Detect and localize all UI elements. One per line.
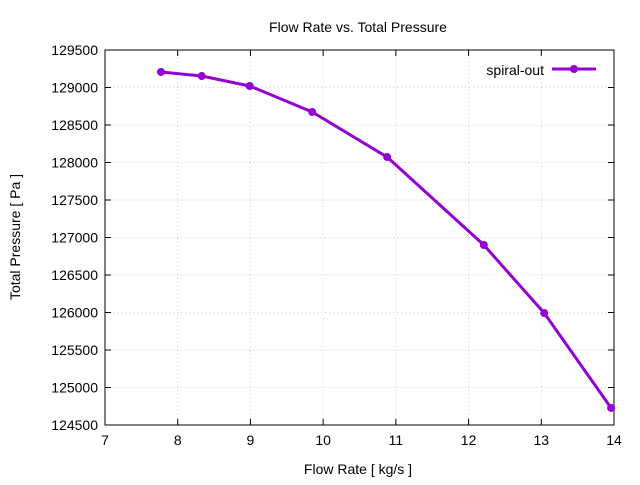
grid <box>105 50 614 425</box>
y-tick-label: 127500 <box>51 192 98 208</box>
ticks: 7 8 9 10 11 12 13 14 124500 125000 125500 126000 126… <box>51 42 622 448</box>
x-tick-label: 10 <box>315 432 331 448</box>
y-tick-label: 124500 <box>51 417 98 433</box>
data-point <box>156 67 165 76</box>
x-axis-label: Flow Rate [ kg/s ] <box>304 461 412 477</box>
data-point <box>479 241 488 249</box>
y-tick-label: 126000 <box>51 305 98 321</box>
y-tick-label: 129500 <box>51 42 98 58</box>
x-tick-label: 13 <box>533 432 549 448</box>
chart-title: Flow Rate vs. Total Pressure <box>269 19 447 35</box>
y-axis-label: Total Pressure [ Pa ] <box>7 174 23 300</box>
data-point <box>540 309 549 318</box>
data-point <box>197 72 206 81</box>
plot-frame <box>104 49 615 426</box>
data-point <box>383 153 392 162</box>
x-tick-label: 11 <box>389 432 404 448</box>
legend-label: spiral-out <box>486 62 544 78</box>
y-tick-label: 128000 <box>51 155 98 171</box>
x-tick-label: 9 <box>247 432 255 448</box>
x-tick-label: 14 <box>606 432 622 448</box>
series <box>156 67 616 412</box>
legend: spiral-out <box>486 62 596 78</box>
y-tick-label: 125500 <box>51 342 98 358</box>
series-line <box>160 70 613 409</box>
y-tick-label: 128500 <box>51 117 98 133</box>
legend-marker <box>570 65 578 73</box>
data-point <box>245 82 254 90</box>
data-point <box>607 403 616 412</box>
data-point <box>308 108 317 117</box>
y-tick-label: 127000 <box>51 230 98 246</box>
y-tick-label: 125000 <box>51 380 98 396</box>
x-tick-label: 12 <box>461 432 477 448</box>
x-tick-label: 7 <box>101 432 109 448</box>
x-tick-label: 8 <box>174 432 182 448</box>
y-tick-label: 126500 <box>51 267 98 283</box>
y-tick-label: 129000 <box>51 80 98 96</box>
